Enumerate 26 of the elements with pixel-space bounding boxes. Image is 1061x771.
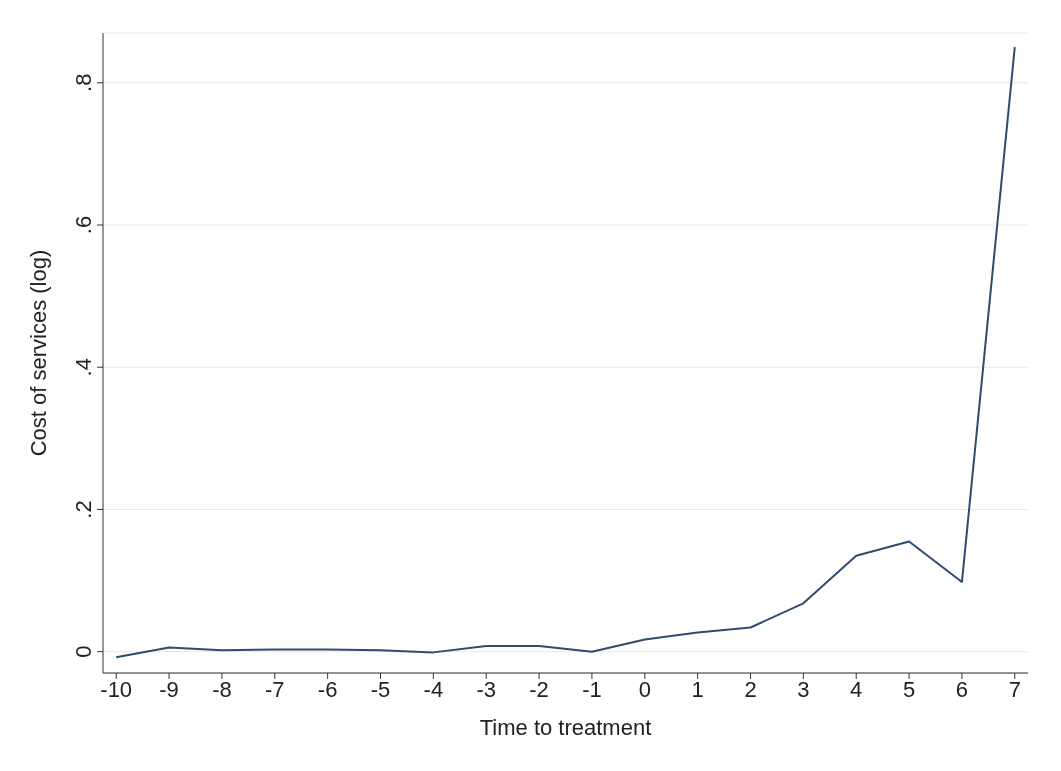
- y-tick-label: .8: [71, 73, 96, 92]
- x-tick-label: -4: [423, 676, 444, 702]
- x-tick-label: 7: [1008, 676, 1021, 702]
- x-tick-label: -9: [159, 676, 179, 702]
- x-tick-label: -10: [100, 676, 133, 702]
- y-tick-label: .6: [71, 215, 96, 235]
- x-tick-label: -1: [582, 676, 602, 702]
- x-tick-label: 1: [691, 676, 704, 702]
- x-tick-label: -7: [265, 676, 285, 702]
- x-tick-label: -5: [370, 676, 391, 702]
- x-tick-label: 5: [902, 676, 916, 702]
- y-tick-label: 0: [71, 645, 96, 658]
- x-axis-title: Time to treatment: [479, 715, 652, 740]
- x-tick-label: 2: [744, 676, 757, 702]
- y-tick-label: .2: [71, 500, 96, 519]
- x-tick-label: -3: [476, 676, 496, 702]
- y-tick-label: .4: [71, 358, 96, 377]
- y-axis-title: Cost of services (log): [25, 249, 51, 457]
- x-tick-label: -2: [529, 676, 549, 702]
- x-tick-label: 0: [638, 676, 651, 702]
- line-series: [115, 46, 1016, 659]
- x-tick-label: -8: [212, 676, 232, 702]
- x-tick-label: -6: [317, 676, 338, 702]
- x-tick-label: 3: [797, 676, 810, 702]
- x-tick-label: 4: [850, 676, 863, 702]
- x-tick-label: 6: [955, 676, 969, 702]
